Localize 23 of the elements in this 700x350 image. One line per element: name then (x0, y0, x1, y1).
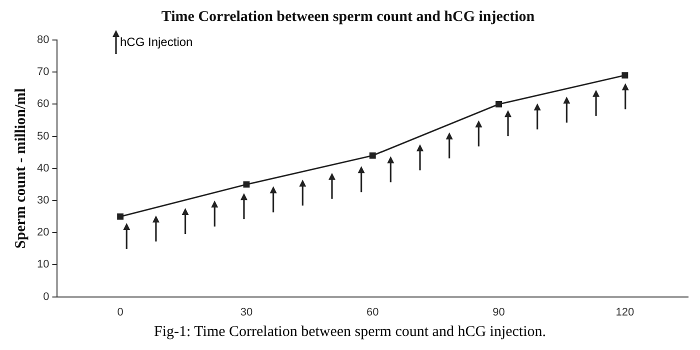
point (369, 152, 376, 159)
x-tick-label: 0 (117, 306, 124, 318)
text: Fig-1: Time Correlation between sperm count and hCG injection. (152, 324, 548, 341)
y-tick-label: 70 (36, 66, 50, 78)
x-tick-label: 120 (616, 306, 634, 318)
point (622, 72, 628, 79)
point (117, 213, 124, 220)
y-tick-label: 20 (36, 226, 50, 239)
y-tick-label: 40 (36, 162, 50, 174)
y-tick-label: 60 (36, 98, 50, 110)
chart-title: Time Correlation between sperm count and hCG injection (161, 8, 536, 25)
y-tick-label: 0 (43, 290, 50, 303)
y-axis-title: Sperm count - million/ml (12, 88, 29, 249)
y-tick-label: 30 (36, 194, 50, 207)
point (243, 181, 250, 188)
x-tick-label: 60 (366, 306, 379, 318)
y-tick-label: 10 (36, 258, 50, 271)
x-tick-label: 90 (492, 306, 505, 318)
point (496, 100, 502, 108)
y-tick-label: 50 (36, 130, 50, 142)
annotation: hCG Injection (120, 35, 193, 49)
y-tick-label: 80 (36, 34, 50, 46)
x-tick-label: 30 (240, 306, 253, 318)
